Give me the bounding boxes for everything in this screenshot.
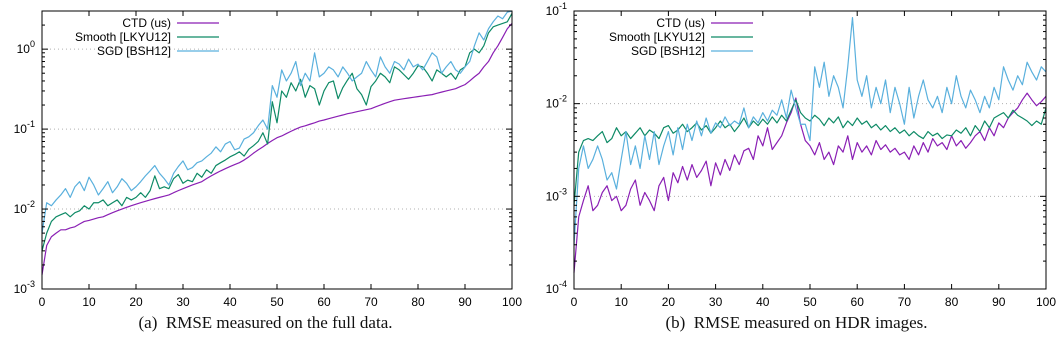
chart-a-x-tick-label: 30 <box>176 295 190 309</box>
chart-a: 0 10 20 30 40 50 60 70 80 90 100 10-3 10-2 10-1 100 CTD… <box>14 10 522 309</box>
chart-a-x-tick-label: 0 <box>39 295 46 309</box>
chart-a-x-tick-label: 90 <box>458 295 472 309</box>
chart-b-x-tick-label: 100 <box>1036 295 1056 309</box>
chart-a-y-tick-label: 10-3 <box>14 279 35 296</box>
chart-a-legend-label: CTD (us) <box>122 16 171 30</box>
chart-b-x-tick-label: 30 <box>709 295 723 309</box>
chart-b-x-tick-label: 70 <box>898 295 912 309</box>
chart-b: 0 10 20 30 40 50 60 70 80 90 100 10-4 10-3 10-2 10-1 CT… <box>546 1 1057 309</box>
chart-b-legend-label: SGD [BSH12] <box>631 44 705 58</box>
chart-b-y-tick-label: 10-2 <box>546 94 567 111</box>
chart-b-series-sgd-line <box>573 16 1047 245</box>
chart-b-y-tick-label: 10-4 <box>546 279 567 296</box>
chart-a-series-ctd-line <box>41 22 513 276</box>
chart-b-legend-label: Smooth [LKYU12] <box>609 30 705 44</box>
chart-a-x-tick-label: 50 <box>270 295 284 309</box>
chart-a-x-tick-label: 100 <box>502 295 522 309</box>
chart-a-x-tick-label: 40 <box>223 295 237 309</box>
chart-a-y-tick-label: 10-2 <box>14 199 35 216</box>
chart-b-series-smooth-line <box>573 99 1047 206</box>
chart-b-y-tick-label: 10-1 <box>546 1 567 18</box>
chart-b-x-tick-label: 40 <box>756 295 770 309</box>
chart-panel-a: 0 10 20 30 40 50 60 70 80 90 100 10-3 10-2 10-1 100 CTD… <box>0 10 531 333</box>
caption-a-label: (a) <box>138 313 158 332</box>
chart-b-x-tick-label: 80 <box>945 295 959 309</box>
caption-a-text: RMSE measured on the full data. <box>165 313 393 332</box>
chart-b-x-tick-label: 90 <box>992 295 1006 309</box>
chart-b-x-tick-label: 0 <box>571 295 578 309</box>
chart-b-series-ctd-line <box>573 92 1047 273</box>
caption-a: (a) RMSE measured on the full data. <box>0 313 531 333</box>
chart-b-x-tick-label: 10 <box>615 295 629 309</box>
chart-a-x-tick-label: 10 <box>82 295 96 309</box>
chart-b-legend-label: CTD (us) <box>656 16 705 30</box>
chart-panel-b: 0 10 20 30 40 50 60 70 80 90 100 10-4 10-3 10-2 10-1 CT… <box>531 0 1062 354</box>
caption-b-text: RMSE measured on HDR images. <box>693 313 928 332</box>
chart-b-y-tick-label: 10-3 <box>546 186 567 203</box>
chart-a-x-tick-label: 70 <box>364 295 378 309</box>
chart-a-y-tick-label: 10-1 <box>14 119 35 136</box>
chart-a-x-tick-label: 20 <box>129 295 143 309</box>
caption-b-label: (b) <box>665 313 686 332</box>
chart-a-x-tick-label: 80 <box>411 295 425 309</box>
chart-b-x-tick-label: 20 <box>662 295 676 309</box>
chart-a-y-tick-label: 100 <box>17 39 35 56</box>
chart-a-series-sgd-line <box>41 10 513 234</box>
chart-b-x-tick-label: 50 <box>803 295 817 309</box>
caption-b: (b) RMSE measured on HDR images. <box>531 313 1062 333</box>
chart-a-legend-label: Smooth [LKYU12] <box>75 30 171 44</box>
chart-a-x-tick-label: 60 <box>317 295 331 309</box>
chart-a-legend-label: SGD [BSH12] <box>97 44 171 58</box>
chart-b-x-tick-label: 60 <box>851 295 865 309</box>
chart-a-series-smooth-line <box>41 13 513 252</box>
